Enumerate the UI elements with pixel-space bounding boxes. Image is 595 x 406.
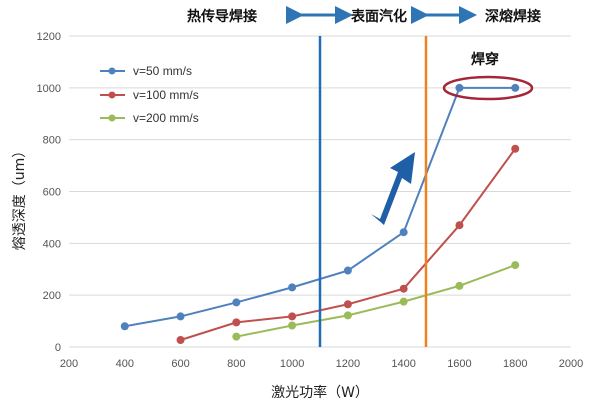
region-label-conduction: 热传导焊接 (187, 8, 257, 25)
data-point-series-2 (511, 261, 520, 270)
legend-item-v50: v=50 mm/s (100, 64, 192, 78)
x-tick-label: 1800 (503, 358, 527, 370)
data-point-series-0 (511, 83, 520, 92)
data-point-series-0 (288, 283, 297, 292)
y-axis-title: 熔透深度（um） (12, 144, 28, 251)
data-point-series-1 (511, 144, 520, 153)
x-tick-label: 2000 (559, 358, 583, 370)
legend-item-v200: v=200 mm/s (100, 111, 199, 125)
region-label-vaporization: 表面汽化 (350, 8, 407, 25)
y-tick-label: 400 (43, 238, 61, 250)
x-tick-label: 800 (227, 358, 245, 370)
trend-arrow-icon (371, 152, 415, 225)
data-series (120, 83, 520, 345)
x-tick-label: 1000 (280, 358, 304, 370)
region-divider-lines (318, 36, 428, 347)
x-tick-label: 200 (60, 358, 78, 370)
region-header: 热传导焊接 表面汽化 深熔焊接 (187, 6, 541, 25)
series-line-1 (180, 148, 517, 341)
legend: v=50 mm/s v=100 mm/s v=200 mm/s (100, 64, 199, 125)
data-point-series-2 (232, 332, 241, 341)
y-tick-label: 0 (55, 342, 61, 354)
x-tick-label: 1600 (447, 358, 471, 370)
data-point-series-2 (343, 311, 352, 320)
x-tick-label: 400 (116, 358, 134, 370)
x-tick-label: 1400 (391, 358, 415, 370)
data-point-series-0 (343, 266, 352, 275)
y-tick-label: 1000 (37, 83, 61, 95)
data-point-series-1 (455, 221, 464, 230)
legend-item-v100: v=100 mm/s (100, 88, 199, 102)
data-point-series-1 (288, 312, 297, 321)
legend-label: v=100 mm/s (133, 88, 199, 102)
data-point-series-1 (176, 336, 185, 345)
y-tick-label: 600 (43, 187, 61, 199)
data-point-series-2 (455, 281, 464, 290)
legend-label: v=50 mm/s (133, 64, 192, 78)
data-point-series-0 (176, 312, 185, 321)
legend-label: v=200 mm/s (133, 111, 199, 125)
y-tick-label: 800 (43, 135, 61, 147)
y-tick-label: 200 (43, 290, 61, 302)
x-tick-labels: 200 400 600 800 1000 1200 1400 1600 1800 2000 (60, 358, 583, 370)
burn-through-ellipse (442, 75, 534, 101)
data-point-series-0 (120, 322, 129, 331)
y-tick-labels: 0 200 400 600 800 1000 1200 (37, 31, 61, 354)
x-tick-label: 1200 (336, 358, 360, 370)
data-point-series-1 (399, 284, 408, 293)
x-axis-title: 激光功率（W） (271, 384, 369, 401)
data-point-series-1 (232, 318, 241, 327)
data-point-series-2 (399, 297, 408, 306)
data-point-series-0 (455, 83, 464, 92)
x-tick-label: 600 (171, 358, 189, 370)
y-tick-label: 1200 (37, 31, 61, 43)
series-line-2 (236, 264, 516, 338)
data-point-series-1 (343, 300, 352, 309)
burn-through-annotation: 焊穿 (442, 51, 534, 101)
data-point-series-0 (232, 298, 241, 307)
data-point-series-2 (288, 321, 297, 330)
data-point-series-0 (399, 228, 408, 237)
burn-through-label: 焊穿 (471, 51, 499, 68)
region-label-deep-penetration: 深熔焊接 (485, 8, 541, 25)
